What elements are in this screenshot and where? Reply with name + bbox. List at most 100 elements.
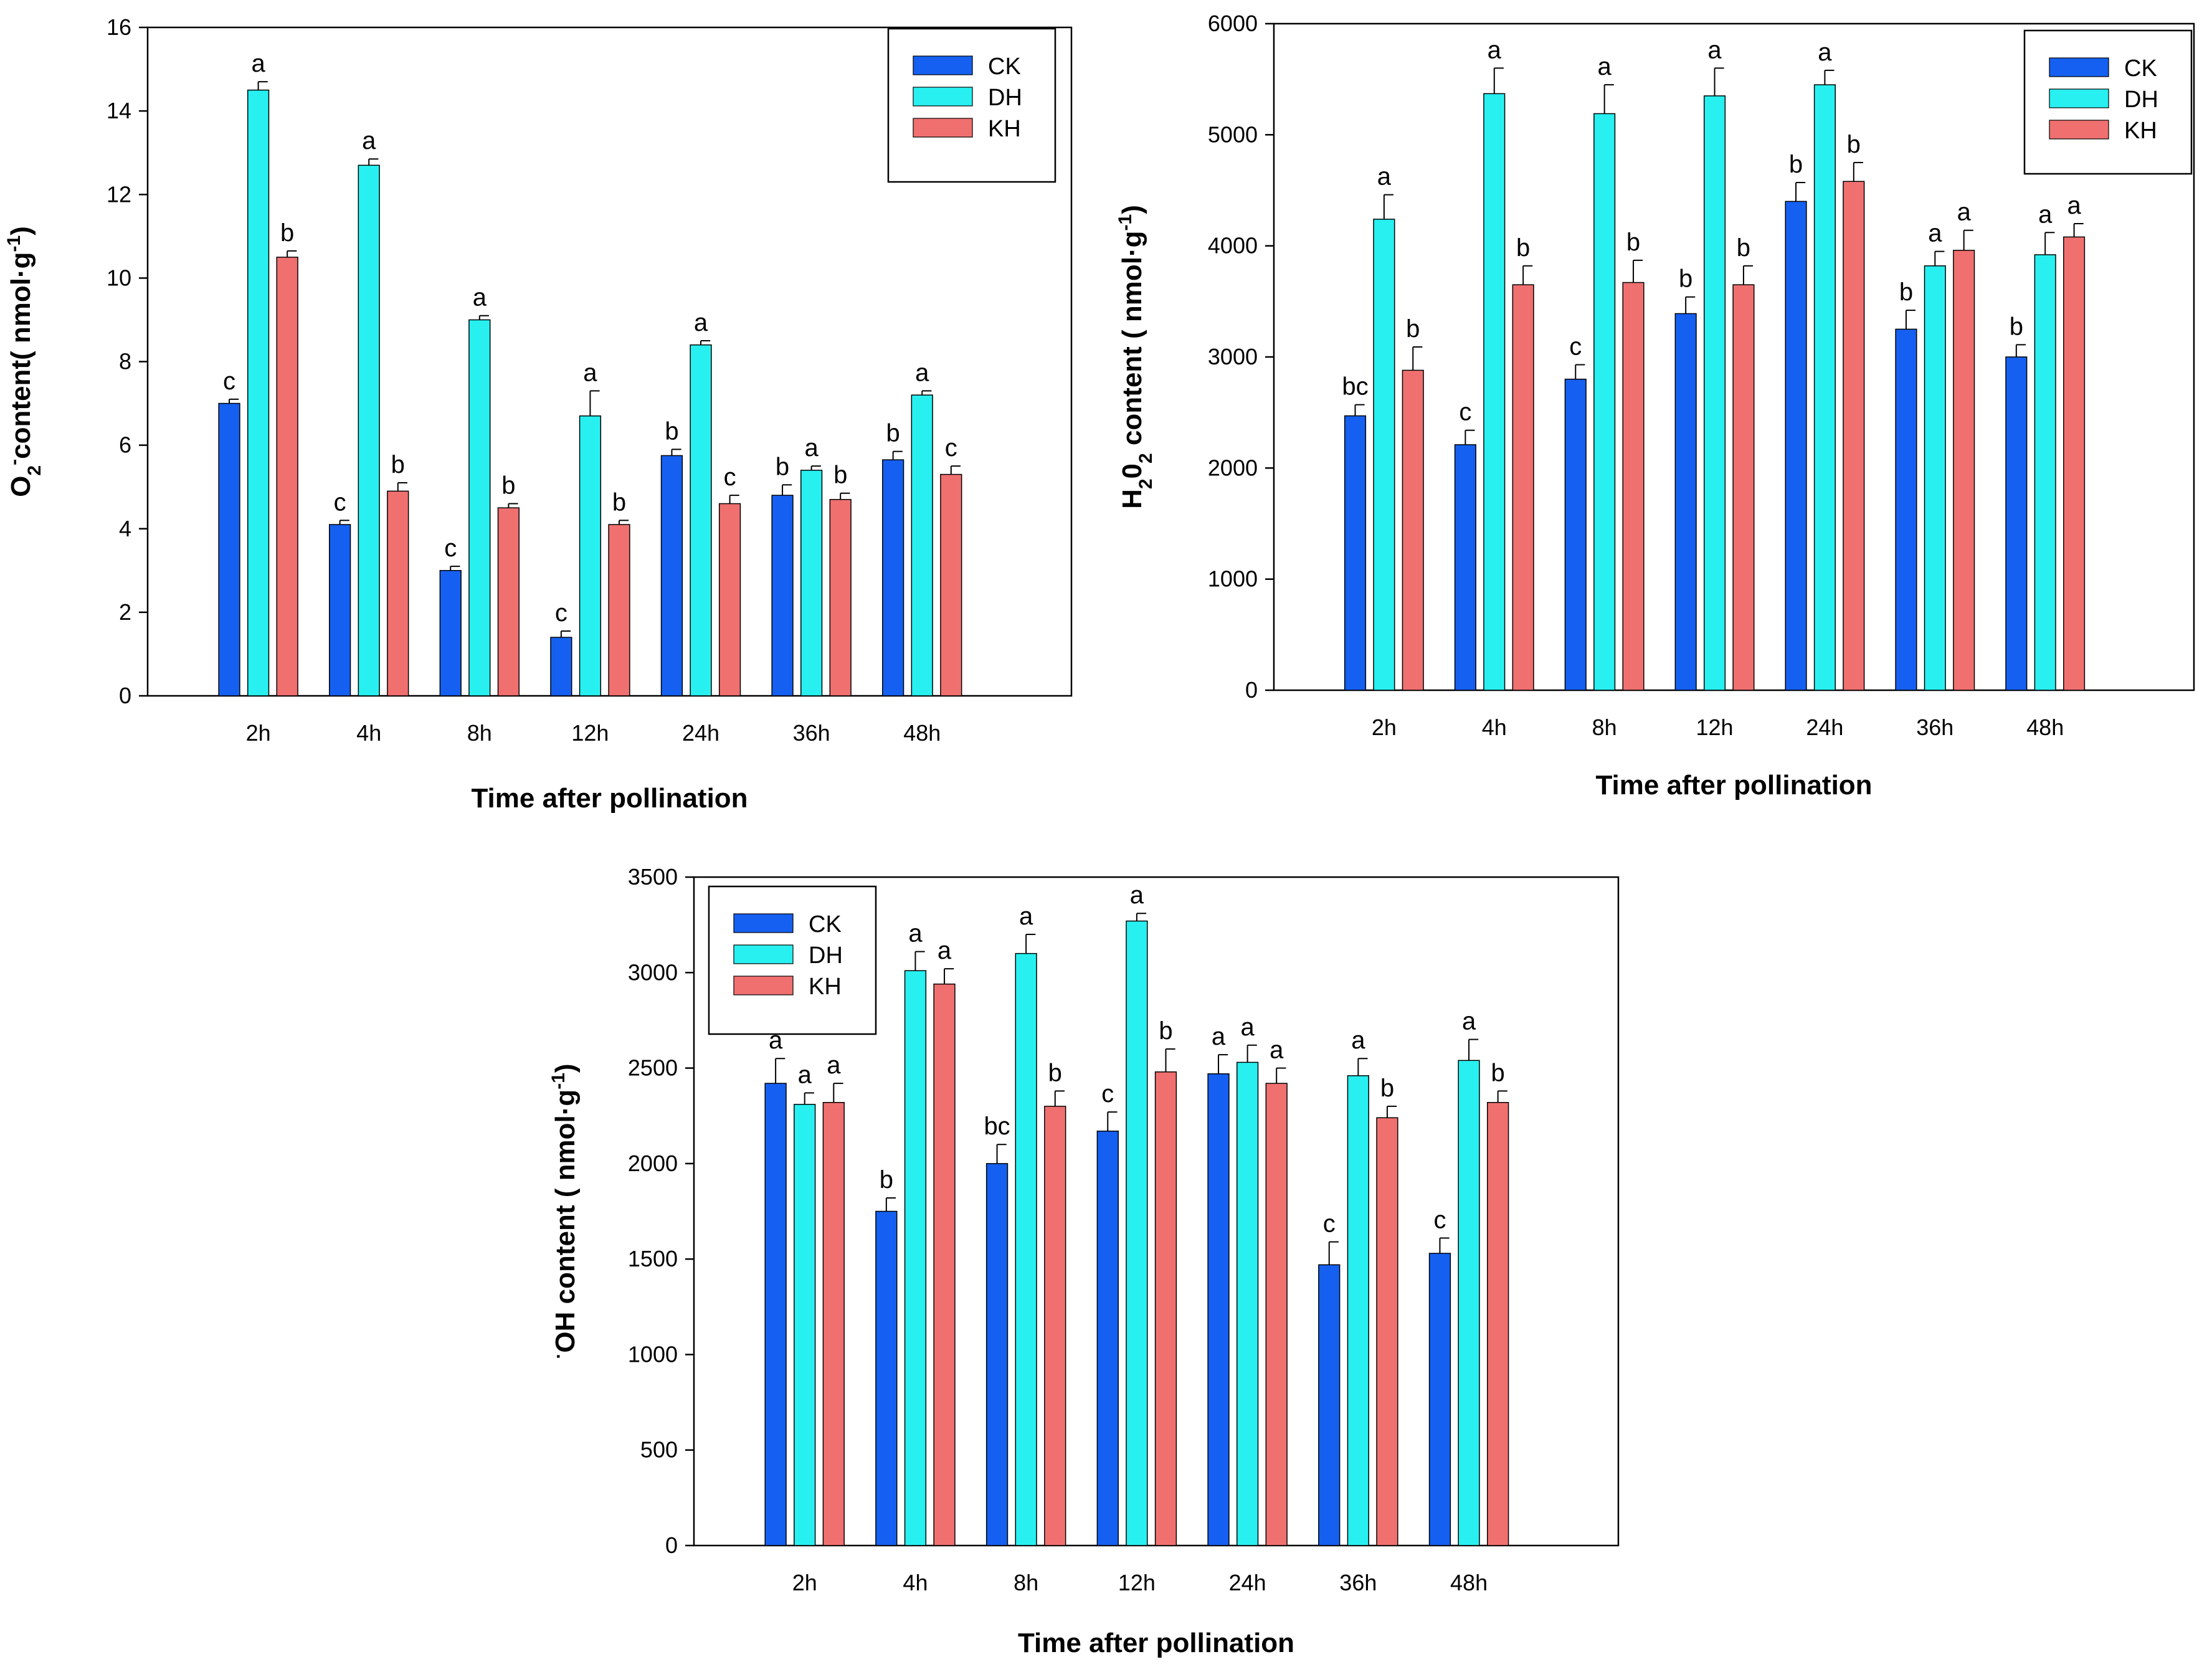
bar-kh [387, 490, 409, 696]
x-tick-label: 24h [1229, 1570, 1266, 1595]
x-tick-label: 4h [356, 720, 381, 746]
significance-letter: b [1626, 229, 1640, 256]
significance-letter: b [1679, 265, 1692, 293]
bar-dh [911, 394, 933, 696]
bar-kh [608, 524, 630, 696]
significance-letter: a [583, 359, 597, 386]
y-tick-label: 0 [665, 1532, 678, 1558]
significance-letter: a [908, 920, 923, 947]
bar-kh [497, 507, 520, 696]
legend-swatch-dh [2049, 88, 2109, 108]
bar-dh [1236, 1061, 1259, 1546]
significance-letter: c [724, 463, 736, 491]
y-tick-label: 10 [107, 265, 131, 290]
significance-letter: c [1323, 1210, 1336, 1238]
x-tick-label: 24h [682, 720, 719, 746]
x-tick-label: 4h [903, 1570, 928, 1595]
bar-ck [550, 637, 572, 696]
x-axis-title: Time after pollination [1018, 1628, 1294, 1658]
bar-kh [1622, 282, 1645, 691]
bar-dh [1813, 84, 1836, 691]
y-tick-label: 3500 [628, 864, 678, 890]
significance-letter: c [1459, 399, 1471, 426]
significance-letter: a [1707, 36, 1722, 64]
legend-swatch-ck [2049, 57, 2109, 77]
significance-letter: a [1270, 1037, 1284, 1064]
bar-dh [1593, 113, 1616, 691]
bar-ck [882, 459, 904, 696]
significance-letter: a [1928, 220, 1942, 247]
y-tick-label: 4 [119, 516, 131, 541]
bar-ck [1207, 1073, 1230, 1546]
bar-dh [1347, 1075, 1369, 1546]
significance-letter: c [945, 434, 957, 462]
significance-letter: a [1462, 1008, 1476, 1035]
significance-letter: b [1491, 1059, 1505, 1086]
bar-ck [439, 570, 462, 696]
significance-letter: b [280, 219, 294, 247]
bar-ck [875, 1210, 898, 1546]
bar-dh [1126, 920, 1148, 1546]
significance-letter: a [1130, 881, 1144, 909]
y-tick-label: 3000 [1208, 344, 1258, 369]
significance-letter: c [334, 488, 346, 516]
significance-letter: b [612, 488, 626, 516]
legend-label: CK [2124, 55, 2157, 82]
x-tick-label: 4h [1482, 715, 1507, 740]
significance-letter: a [362, 127, 376, 154]
y-tick-label: 14 [107, 98, 131, 123]
legend-swatch-dh [913, 87, 973, 107]
significance-letter: a [805, 434, 819, 462]
bar-dh [800, 470, 823, 696]
significance-letter: a [915, 359, 929, 386]
x-tick-label: 36h [793, 720, 830, 746]
legend-label: DH [2124, 87, 2158, 113]
significance-letter: b [1159, 1017, 1172, 1045]
significance-letter: a [1240, 1014, 1255, 1041]
legend-label: DH [988, 85, 1022, 111]
y-tick-label: 8 [119, 349, 131, 374]
bar-kh [829, 499, 852, 696]
legend-label: DH [809, 943, 843, 969]
bar-kh [1402, 369, 1424, 691]
significance-letter: a [1818, 39, 1832, 66]
x-tick-label: 36h [1339, 1570, 1377, 1595]
bar-kh [1843, 181, 1865, 691]
x-tick-label: 12h [1696, 715, 1734, 740]
bar-kh [933, 983, 956, 1546]
significance-letter: b [1406, 315, 1420, 343]
significance-letter: b [1789, 151, 1803, 178]
legend-swatch-ck [733, 913, 794, 933]
bar-dh [1015, 952, 1037, 1546]
x-tick-label: 36h [1916, 715, 1953, 740]
bar-ck [2005, 356, 2028, 691]
significance-letter: c [1569, 333, 1582, 360]
x-axis-title: Time after pollination [1595, 770, 1872, 800]
significance-letter: a [2038, 201, 2053, 228]
bar-dh [1924, 265, 1946, 691]
bar-dh [468, 319, 491, 696]
bar-kh [940, 473, 962, 696]
significance-letter: a [937, 937, 952, 964]
significance-letter: a [694, 309, 708, 336]
y-axis-title: H202 content ( nmol·g-1) [1115, 205, 1156, 509]
legend-label: CK [809, 911, 842, 938]
significance-letter: b [880, 1166, 893, 1194]
y-tick-label: 1000 [1208, 566, 1258, 592]
legend-swatch-ck [913, 55, 973, 75]
bar-ck [1785, 201, 1807, 691]
bar-kh [1044, 1106, 1066, 1546]
significance-letter: b [1737, 234, 1750, 262]
y-tick-label: 12 [107, 181, 131, 207]
legend-swatch-dh [733, 944, 794, 964]
significance-letter: b [1380, 1075, 1394, 1102]
bar-dh [1458, 1060, 1480, 1546]
significance-letter: a [251, 50, 265, 77]
significance-letter: b [833, 462, 847, 489]
y-axis-title: O2-content( nmol·g-1) [4, 226, 45, 497]
bar-ck [660, 455, 683, 696]
significance-letter: b [1048, 1059, 1062, 1086]
legend-swatch-kh [2049, 120, 2109, 140]
bar-kh [1265, 1083, 1288, 1546]
